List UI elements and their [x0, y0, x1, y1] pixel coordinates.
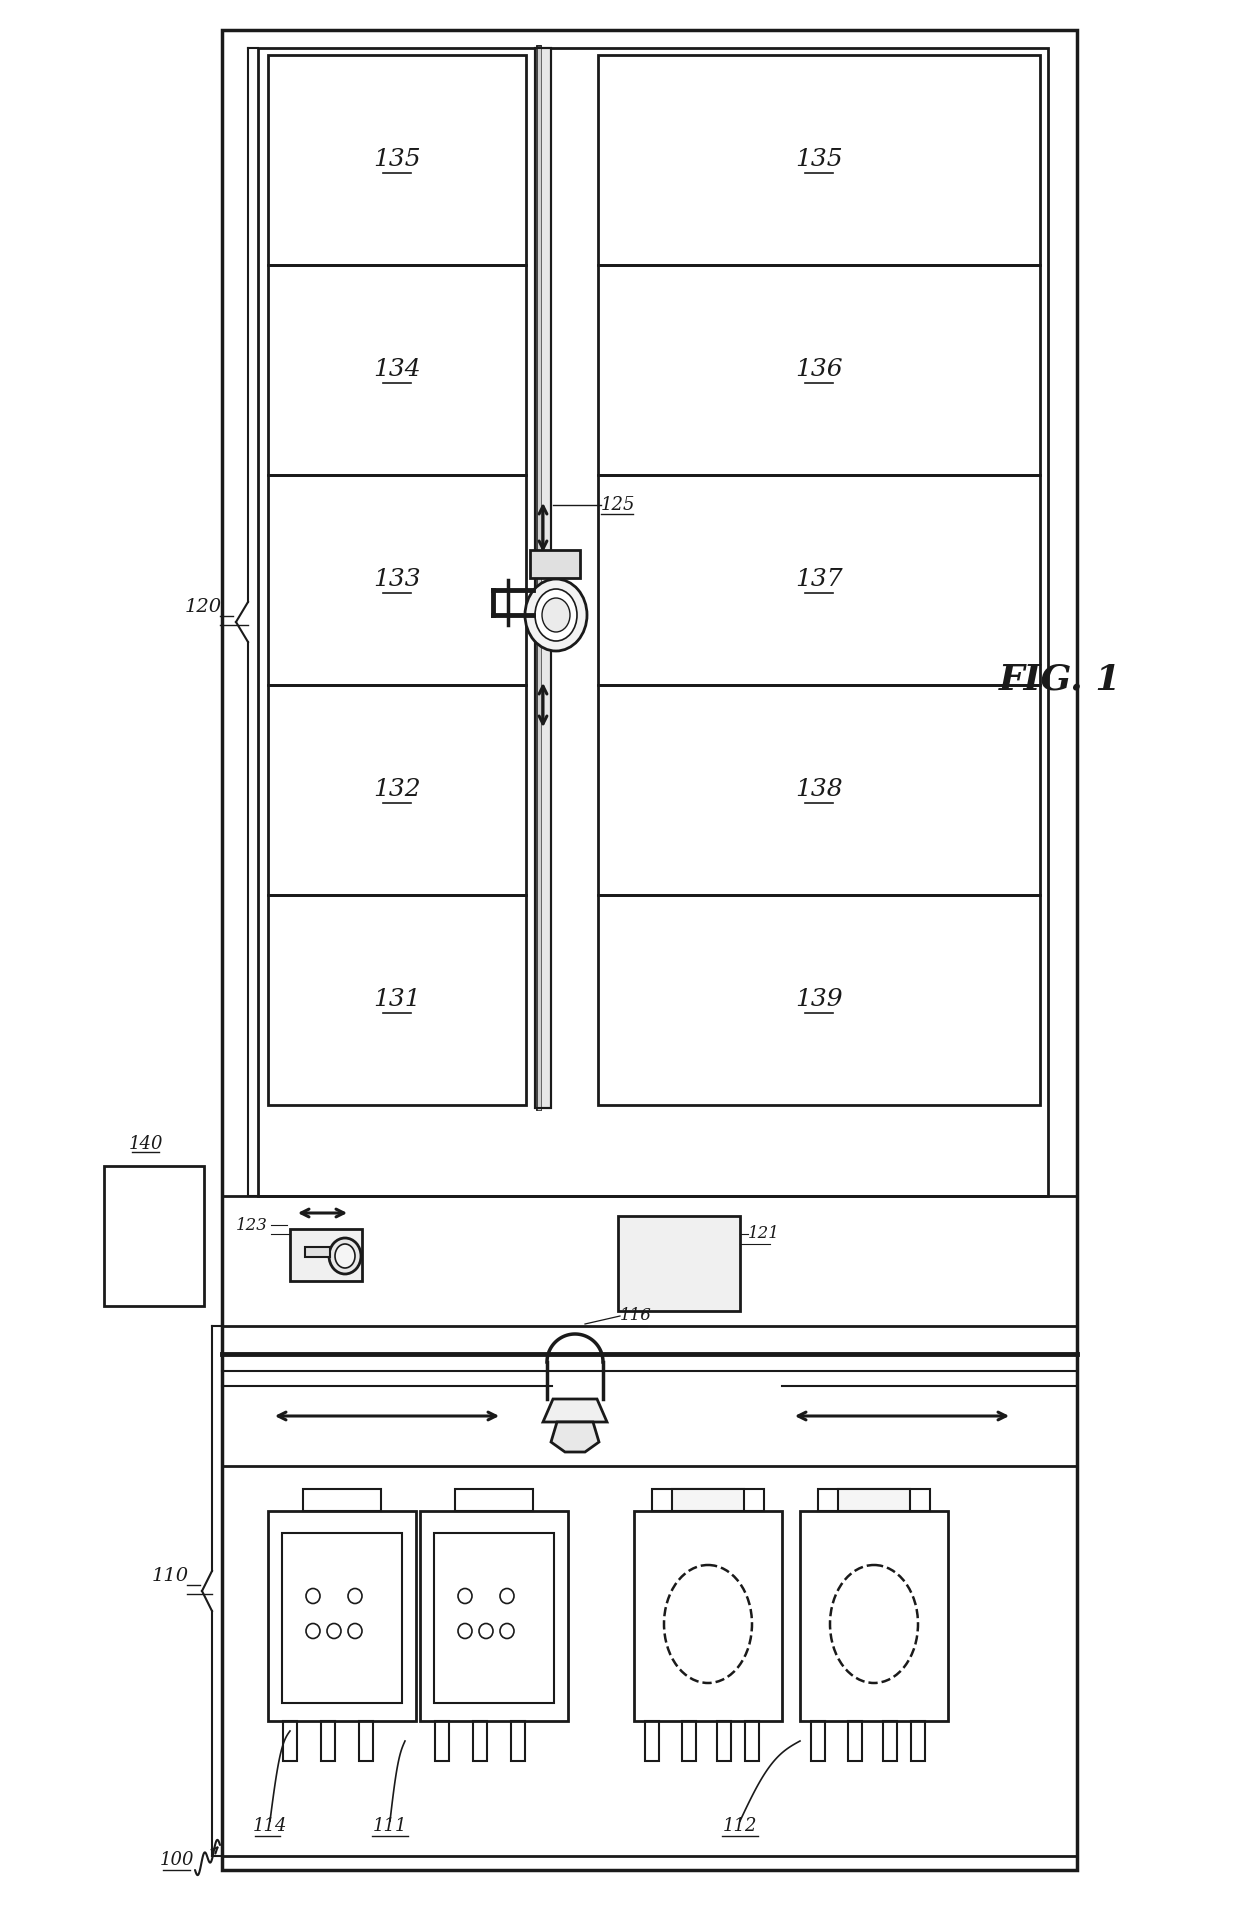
Bar — [268, 265, 526, 475]
Text: 132: 132 — [373, 779, 420, 802]
Bar — [283, 1722, 298, 1760]
Text: 131: 131 — [373, 989, 420, 1012]
Text: 114: 114 — [253, 1817, 288, 1835]
Text: 111: 111 — [373, 1817, 407, 1835]
Bar — [472, 1722, 487, 1760]
Ellipse shape — [458, 1623, 472, 1638]
Bar — [618, 1216, 740, 1311]
Ellipse shape — [327, 1623, 341, 1638]
Bar — [268, 895, 526, 1105]
Text: 123: 123 — [236, 1216, 268, 1233]
Bar — [222, 1327, 1078, 1856]
Ellipse shape — [479, 1623, 494, 1638]
Polygon shape — [551, 1422, 599, 1453]
Ellipse shape — [335, 1245, 355, 1268]
Bar — [652, 1489, 764, 1512]
Polygon shape — [543, 1399, 608, 1422]
Bar — [534, 48, 551, 1107]
Text: 116: 116 — [620, 1308, 652, 1325]
Bar — [529, 550, 580, 578]
Bar — [598, 265, 1040, 475]
Ellipse shape — [306, 1623, 320, 1638]
Bar — [222, 31, 1078, 1871]
Ellipse shape — [500, 1623, 515, 1638]
Text: FIG. 1: FIG. 1 — [998, 662, 1121, 697]
Bar — [838, 1489, 910, 1512]
Bar — [717, 1722, 732, 1760]
Bar — [360, 1722, 373, 1760]
Bar — [281, 1533, 402, 1703]
Bar — [598, 475, 1040, 685]
Bar — [534, 48, 551, 1107]
Ellipse shape — [525, 578, 587, 651]
Bar — [434, 1533, 554, 1703]
Text: 110: 110 — [151, 1567, 188, 1584]
Bar — [598, 685, 1040, 895]
Text: 140: 140 — [129, 1136, 164, 1153]
Bar — [800, 1512, 949, 1722]
Bar — [104, 1166, 205, 1306]
Text: 121: 121 — [748, 1226, 780, 1243]
Text: 100: 100 — [160, 1852, 195, 1869]
Text: 133: 133 — [373, 569, 420, 592]
Bar — [268, 1512, 415, 1722]
Ellipse shape — [830, 1565, 918, 1684]
Bar — [818, 1489, 930, 1512]
Bar — [598, 55, 1040, 265]
Bar — [420, 1512, 568, 1722]
Ellipse shape — [306, 1588, 320, 1604]
Text: 125: 125 — [601, 496, 635, 514]
Bar — [811, 1722, 825, 1760]
Ellipse shape — [663, 1565, 751, 1684]
Bar — [634, 1512, 782, 1722]
Ellipse shape — [500, 1588, 515, 1604]
Ellipse shape — [534, 590, 577, 641]
Bar — [511, 1722, 525, 1760]
Bar — [258, 48, 1048, 1197]
Ellipse shape — [458, 1588, 472, 1604]
Bar — [672, 1489, 744, 1512]
Bar — [598, 895, 1040, 1105]
Text: 138: 138 — [795, 779, 843, 802]
Text: 134: 134 — [373, 359, 420, 382]
Bar — [848, 1722, 862, 1760]
Ellipse shape — [348, 1623, 362, 1638]
Bar — [321, 1722, 335, 1760]
Text: 135: 135 — [373, 149, 420, 172]
Ellipse shape — [542, 598, 570, 632]
Text: 136: 136 — [795, 359, 843, 382]
Bar — [745, 1722, 759, 1760]
Text: 139: 139 — [795, 989, 843, 1012]
Bar — [303, 1489, 381, 1512]
Text: 112: 112 — [723, 1817, 758, 1835]
Bar — [268, 685, 526, 895]
Bar — [268, 475, 526, 685]
Bar — [911, 1722, 925, 1760]
Ellipse shape — [348, 1588, 362, 1604]
Bar — [645, 1722, 658, 1760]
Bar — [268, 55, 526, 265]
Text: 120: 120 — [185, 598, 222, 617]
Bar — [305, 1247, 330, 1256]
Text: 135: 135 — [795, 149, 843, 172]
Bar — [883, 1722, 897, 1760]
Text: 137: 137 — [795, 569, 843, 592]
Bar — [455, 1489, 533, 1512]
Ellipse shape — [329, 1239, 361, 1273]
Bar — [682, 1722, 696, 1760]
Bar — [290, 1229, 362, 1281]
Bar — [435, 1722, 449, 1760]
